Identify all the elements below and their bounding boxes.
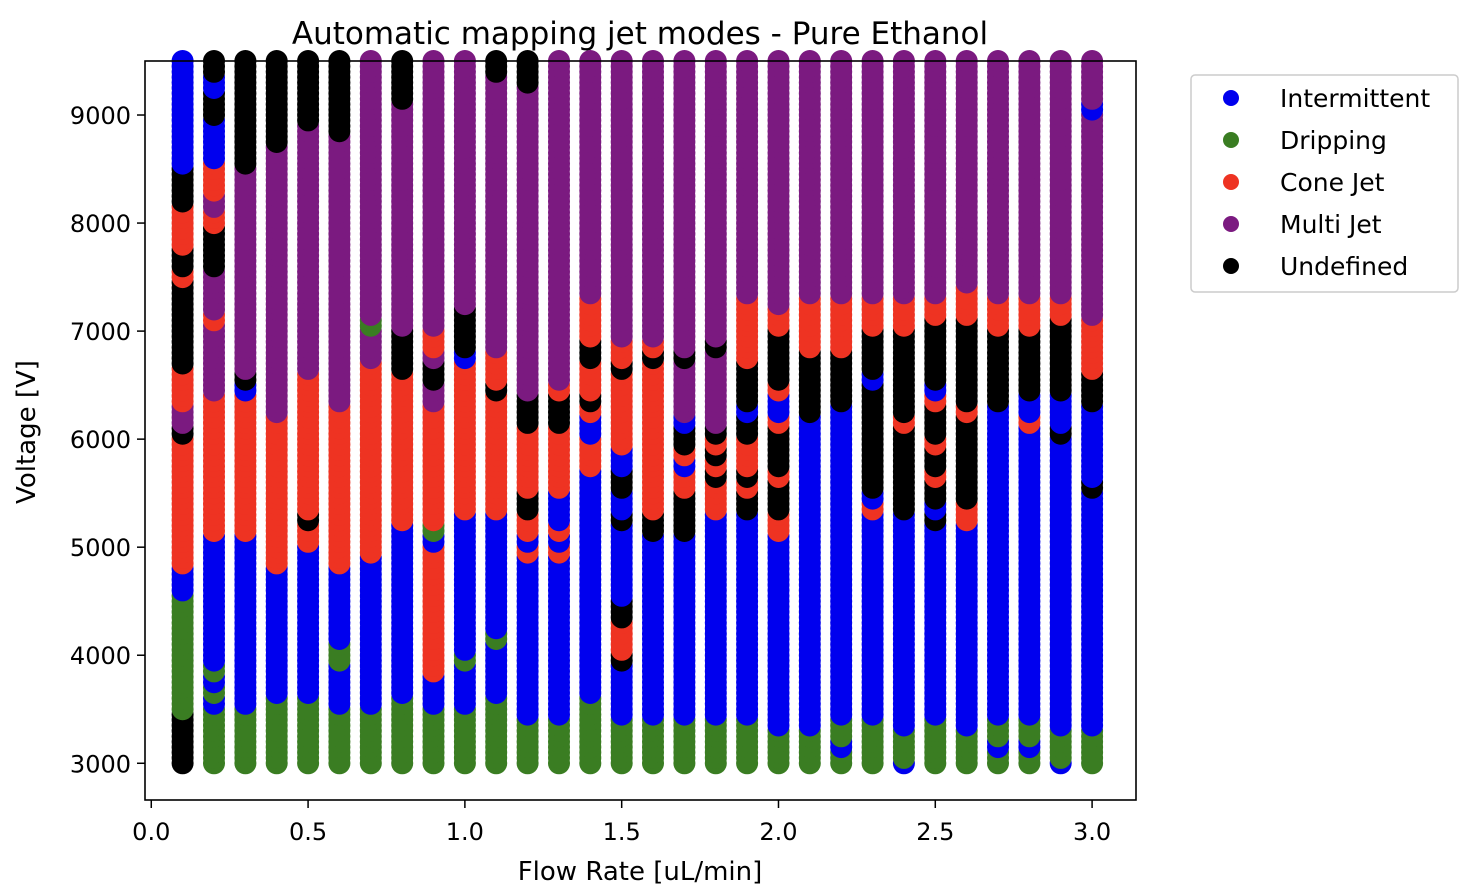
x-tick-label: 1.5	[603, 818, 641, 846]
y-tick-label: 8000	[70, 210, 131, 238]
legend-marker	[1223, 90, 1239, 106]
y-tick-label: 5000	[70, 534, 131, 562]
x-axis-label: Flow Rate [uL/min]	[518, 857, 763, 887]
y-axis-label: Voltage [V]	[12, 360, 42, 504]
x-tick-label: 0.0	[132, 818, 170, 846]
legend-marker	[1223, 258, 1239, 274]
y-axis: 3000 4000 5000 6000 7000 8000 9000	[70, 102, 145, 778]
y-tick-label: 4000	[70, 642, 131, 670]
x-tick-label: 1.0	[446, 818, 484, 846]
legend-label: Cone Jet	[1280, 168, 1385, 197]
legend-marker	[1223, 174, 1239, 190]
legend-label: Intermittent	[1280, 84, 1430, 113]
y-tick-label: 7000	[70, 318, 131, 346]
x-tick-label: 2.5	[916, 818, 954, 846]
y-tick-label: 3000	[70, 750, 131, 778]
x-axis: 0.0 0.5 1.0 1.5 2.0 2.5 3.0	[132, 800, 1111, 846]
legend-marker	[1223, 216, 1239, 232]
legend-marker	[1223, 132, 1239, 148]
x-tick-label: 3.0	[1073, 818, 1111, 846]
x-tick-label: 2.0	[759, 818, 797, 846]
x-tick-label: 0.5	[289, 818, 327, 846]
legend-label: Dripping	[1280, 126, 1387, 155]
legend-label: Undefined	[1280, 252, 1408, 281]
chart-title: Automatic mapping jet modes - Pure Ethan…	[292, 16, 988, 52]
legend-label: Multi Jet	[1280, 210, 1382, 239]
legend: Intermittent Dripping Cone Jet Multi Jet Und…	[1190, 74, 1459, 293]
plot-points	[171, 50, 1104, 775]
y-tick-label: 6000	[70, 426, 131, 454]
y-tick-label: 9000	[70, 102, 131, 130]
